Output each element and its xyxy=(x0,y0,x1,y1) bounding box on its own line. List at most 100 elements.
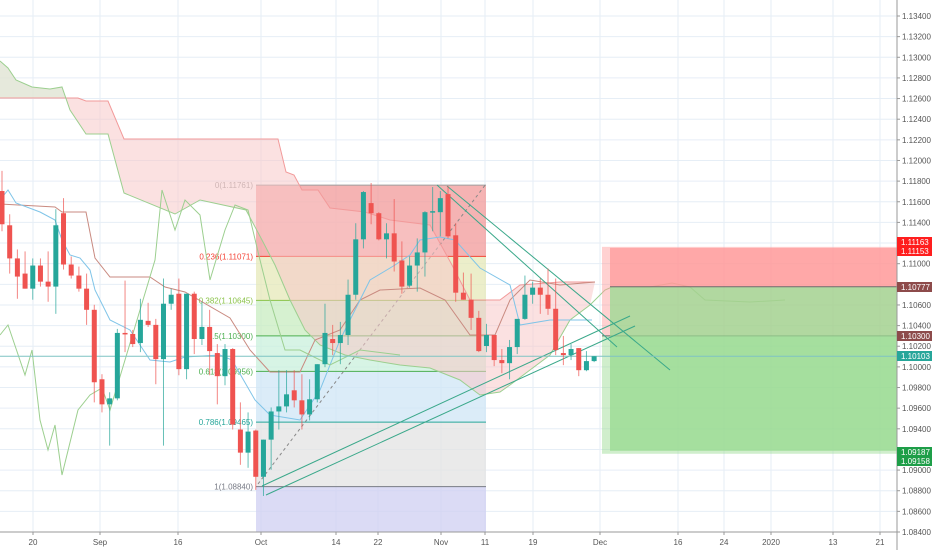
time-axis[interactable]: 20 Sep 16 Oct 14 22 Nov 11 19 Dec 16 24 2020 13 21 xyxy=(0,531,897,547)
candle-body xyxy=(322,332,328,365)
candle-body xyxy=(68,264,74,276)
price-tick-label: 1.11000 xyxy=(902,260,931,269)
candle-body xyxy=(468,299,474,318)
candle-body xyxy=(430,211,436,213)
candle-body xyxy=(530,287,536,295)
candle-body xyxy=(399,260,405,287)
price-tag-bg xyxy=(897,237,932,247)
candle-body xyxy=(422,212,428,253)
candle-body xyxy=(483,334,489,347)
time-tick-label: 13 xyxy=(829,538,838,547)
candle-body xyxy=(568,349,574,356)
candles xyxy=(0,170,597,496)
candle-body xyxy=(53,225,59,287)
price-tick-label: 1.13000 xyxy=(902,53,931,62)
candle-body xyxy=(414,252,420,266)
candle-body xyxy=(353,239,359,295)
time-tick-label: 21 xyxy=(876,538,885,547)
price-tag-label: 1.10777 xyxy=(901,283,930,292)
senkou-span-b-line xyxy=(0,97,595,301)
fib-zone xyxy=(256,422,486,487)
price-tick-label: 1.11800 xyxy=(902,177,931,186)
candle-body xyxy=(545,294,551,309)
candle-body xyxy=(384,233,389,240)
candle-body xyxy=(391,233,397,262)
time-tick-label: 22 xyxy=(374,538,383,547)
price-tick-label: 1.09800 xyxy=(902,384,931,393)
price-tick-label: 1.11400 xyxy=(902,218,931,227)
fib-level-label: 0.236(1.11071) xyxy=(199,252,253,261)
time-tick-label: 24 xyxy=(720,538,729,547)
candle-body xyxy=(7,225,13,259)
candle-body xyxy=(576,348,582,371)
time-tick-label: Dec xyxy=(593,538,607,547)
candle-body xyxy=(30,265,36,289)
time-tick-label: 19 xyxy=(529,538,538,547)
time-tick-label: 20 xyxy=(29,538,38,547)
candle-body xyxy=(191,293,197,340)
price-tick-label: 1.10200 xyxy=(902,342,931,351)
candle-body xyxy=(337,334,343,344)
candle-body xyxy=(368,203,374,214)
time-tick-label: 2020 xyxy=(762,538,780,547)
falling-trendline-2 xyxy=(446,185,671,371)
price-tag-label: 1.09187 xyxy=(901,448,930,457)
price-tag-bg xyxy=(897,331,932,341)
candle-body xyxy=(314,364,320,400)
candle-body xyxy=(453,235,459,293)
candle-body xyxy=(330,339,336,344)
candle-body xyxy=(260,439,266,477)
price-tick-label: 1.13200 xyxy=(902,33,931,42)
fib-level-label: 0.382(1.10645) xyxy=(199,296,254,305)
rising-channel-upper xyxy=(261,315,631,487)
candle-body xyxy=(522,294,528,319)
candle-body xyxy=(360,192,366,240)
candle-body xyxy=(583,361,589,371)
time-tick-label: Nov xyxy=(434,538,448,547)
candle-body xyxy=(230,349,236,425)
candle-body xyxy=(253,430,259,477)
price-axis[interactable]: 1.13400 1.13200 1.13000 1.12800 1.12600 1.124… xyxy=(896,0,932,550)
candle-body xyxy=(22,273,28,289)
time-tick-label: 16 xyxy=(174,538,183,547)
time-tick-label: 16 xyxy=(674,538,683,547)
price-tick-label: 1.08600 xyxy=(902,507,931,516)
candle-body xyxy=(91,309,97,383)
candle-body xyxy=(122,332,128,335)
candle-body xyxy=(284,394,290,407)
price-tick-label: 1.10400 xyxy=(902,322,931,331)
price-tag-bg xyxy=(897,456,932,466)
candle-body xyxy=(207,326,213,352)
candle-body xyxy=(507,347,513,364)
candle-body xyxy=(222,349,228,377)
candle-body xyxy=(130,333,136,345)
candle-body xyxy=(553,308,559,351)
time-tick-label: Sep xyxy=(93,538,108,547)
fib-zone xyxy=(256,371,486,423)
position-tools[interactable] xyxy=(602,246,897,454)
candle-body xyxy=(499,360,505,364)
candle-body xyxy=(37,265,43,282)
candle-body xyxy=(199,326,205,340)
price-tag-label: 1.09158 xyxy=(901,457,930,466)
candle-body xyxy=(307,399,313,415)
chikou-span-line xyxy=(0,189,401,476)
cloud-fill xyxy=(0,61,595,395)
fib-zone xyxy=(256,486,486,532)
price-tag-label: 1.10300 xyxy=(901,332,930,341)
candle-body xyxy=(291,390,297,401)
price-tick-label: 1.12000 xyxy=(902,156,931,165)
price-tick-label: 1.09400 xyxy=(902,425,931,434)
fib-level-label: 0.5(1.10300) xyxy=(208,332,254,341)
time-tick-label: 11 xyxy=(481,538,490,547)
candle-body xyxy=(153,324,159,360)
candle-body xyxy=(0,191,5,225)
fib-level-label: 1(1.08840) xyxy=(214,483,253,492)
candle-body xyxy=(76,275,82,289)
candle-body xyxy=(268,411,274,440)
candle-body xyxy=(168,294,174,304)
candle-body xyxy=(591,356,597,362)
candle-body xyxy=(476,317,482,352)
time-tick-label: Oct xyxy=(255,538,268,547)
